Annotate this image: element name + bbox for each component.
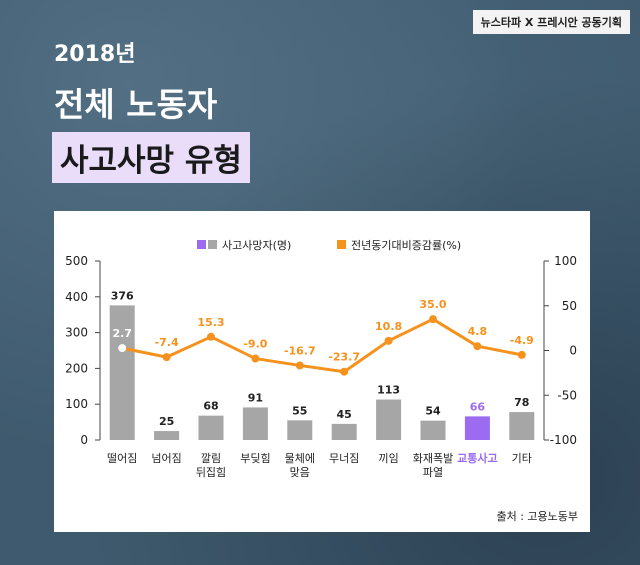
- line-value-label: -23.7: [328, 351, 360, 364]
- bar: [331, 423, 357, 440]
- line-point: [340, 367, 349, 376]
- legend-label-line: 전년동기대비증감률(%): [351, 239, 461, 252]
- chart-panel: 0 100 200 300 400 500 -100 -50 0 50 100 사고사망자(명) 전년동…: [54, 211, 590, 532]
- line-value-label: 35.0: [419, 298, 446, 311]
- category-label: 깔림 뒤집힘: [196, 451, 226, 479]
- line-value-label: 10.8: [375, 320, 402, 333]
- left-tick-label: 400: [65, 290, 88, 304]
- category-label: 넘어짐: [151, 452, 181, 465]
- chart: 0 100 200 300 400 500 -100 -50 0 50 100 사고사망자(명) 전년동…: [65, 239, 577, 479]
- category-label-line: 끼임: [378, 452, 398, 465]
- category-label-line: 맞음: [290, 466, 310, 479]
- line-point: [295, 361, 304, 370]
- bar-value-label: 66: [470, 400, 486, 413]
- legend-swatch-highlight: [197, 240, 206, 249]
- category-label: 떨어짐: [107, 452, 137, 465]
- page-subtitle: 사고사망 유형: [52, 132, 250, 183]
- bar: [109, 305, 135, 440]
- legend-label-bar: 사고사망자(명): [222, 239, 291, 252]
- bar-value-label: 45: [337, 408, 352, 421]
- bar-value-label: 25: [159, 415, 174, 428]
- left-tick-label: 300: [65, 326, 88, 340]
- line-value-label: 2.7: [112, 327, 132, 340]
- category-label-line: 깔림: [201, 451, 221, 465]
- right-tick-label: 0: [569, 344, 577, 358]
- left-tick-label: 0: [80, 433, 88, 447]
- category-label-line: 떨어짐: [107, 452, 137, 465]
- left-tick-label: 200: [65, 361, 88, 375]
- line-point: [251, 354, 260, 363]
- collaboration-badge: 뉴스타파 X 프레시안 공동기획: [472, 10, 630, 34]
- line-value-label: -16.7: [284, 344, 316, 357]
- source-note: 출처 : 고용노동부: [496, 510, 578, 523]
- bar-value-label: 91: [248, 391, 263, 404]
- legend-swatch-bar: [208, 240, 217, 249]
- bar: [242, 407, 268, 440]
- line-value-label: -7.4: [155, 336, 179, 349]
- bar: [420, 420, 446, 440]
- category-label: 교통사고: [457, 451, 497, 465]
- line-point: [162, 353, 171, 362]
- right-tick-label: 50: [562, 299, 577, 313]
- category-label-line: 파열: [423, 466, 443, 479]
- category-label-line: 물체에: [285, 452, 315, 465]
- category-label-line: 뒤집힘: [196, 466, 226, 479]
- bar: [464, 416, 490, 440]
- legend-swatch-line: [337, 240, 346, 249]
- bar: [198, 415, 224, 440]
- line-value-label: 4.8: [468, 325, 488, 338]
- category-label-line: 무너짐: [329, 452, 359, 465]
- bar-value-label: 55: [292, 404, 307, 417]
- bar: [154, 431, 180, 440]
- category-label: 물체에 맞음: [285, 452, 315, 479]
- line-point: [207, 332, 215, 341]
- change-rate-line: [121, 317, 523, 374]
- bar: [376, 399, 402, 440]
- bar: [509, 412, 535, 440]
- category-label-line: 화재폭발: [413, 452, 453, 465]
- line-point: [429, 315, 437, 324]
- line-point: [118, 344, 127, 353]
- line-value-label: -9.0: [243, 338, 267, 351]
- category-label-line: 부딪힘: [240, 452, 270, 465]
- bar-value-label: 68: [203, 400, 218, 413]
- right-tick-label: -50: [557, 388, 577, 402]
- category-label: 부딪힘: [240, 452, 270, 465]
- category-label-line: 기타: [512, 452, 532, 465]
- line-value-label: -4.9: [510, 334, 534, 347]
- bar-value-label: 54: [425, 405, 441, 418]
- right-tick-label: 100: [554, 254, 577, 268]
- right-tick-label: -100: [550, 433, 577, 447]
- line-point: [384, 336, 393, 345]
- bar-value-label: 376: [111, 289, 134, 302]
- category-label-line: 교통사고: [457, 451, 497, 465]
- bar-value-label: 113: [377, 384, 400, 397]
- category-label: 무너짐: [329, 452, 359, 465]
- category-label: 화재폭발 파열: [413, 452, 453, 479]
- bar-value-label: 78: [514, 396, 529, 409]
- left-tick-label: 100: [65, 397, 88, 411]
- page-title: 전체 노동자: [54, 85, 218, 124]
- left-tick-label: 500: [65, 254, 88, 268]
- category-label: 기타: [512, 452, 532, 465]
- line-value-label: 15.3: [197, 316, 224, 329]
- line-point: [473, 342, 482, 351]
- year-label: 2018년: [54, 42, 136, 67]
- category-label: 끼임: [378, 452, 398, 465]
- line-point: [517, 350, 526, 359]
- bar: [287, 420, 313, 440]
- category-label-line: 넘어짐: [151, 452, 181, 465]
